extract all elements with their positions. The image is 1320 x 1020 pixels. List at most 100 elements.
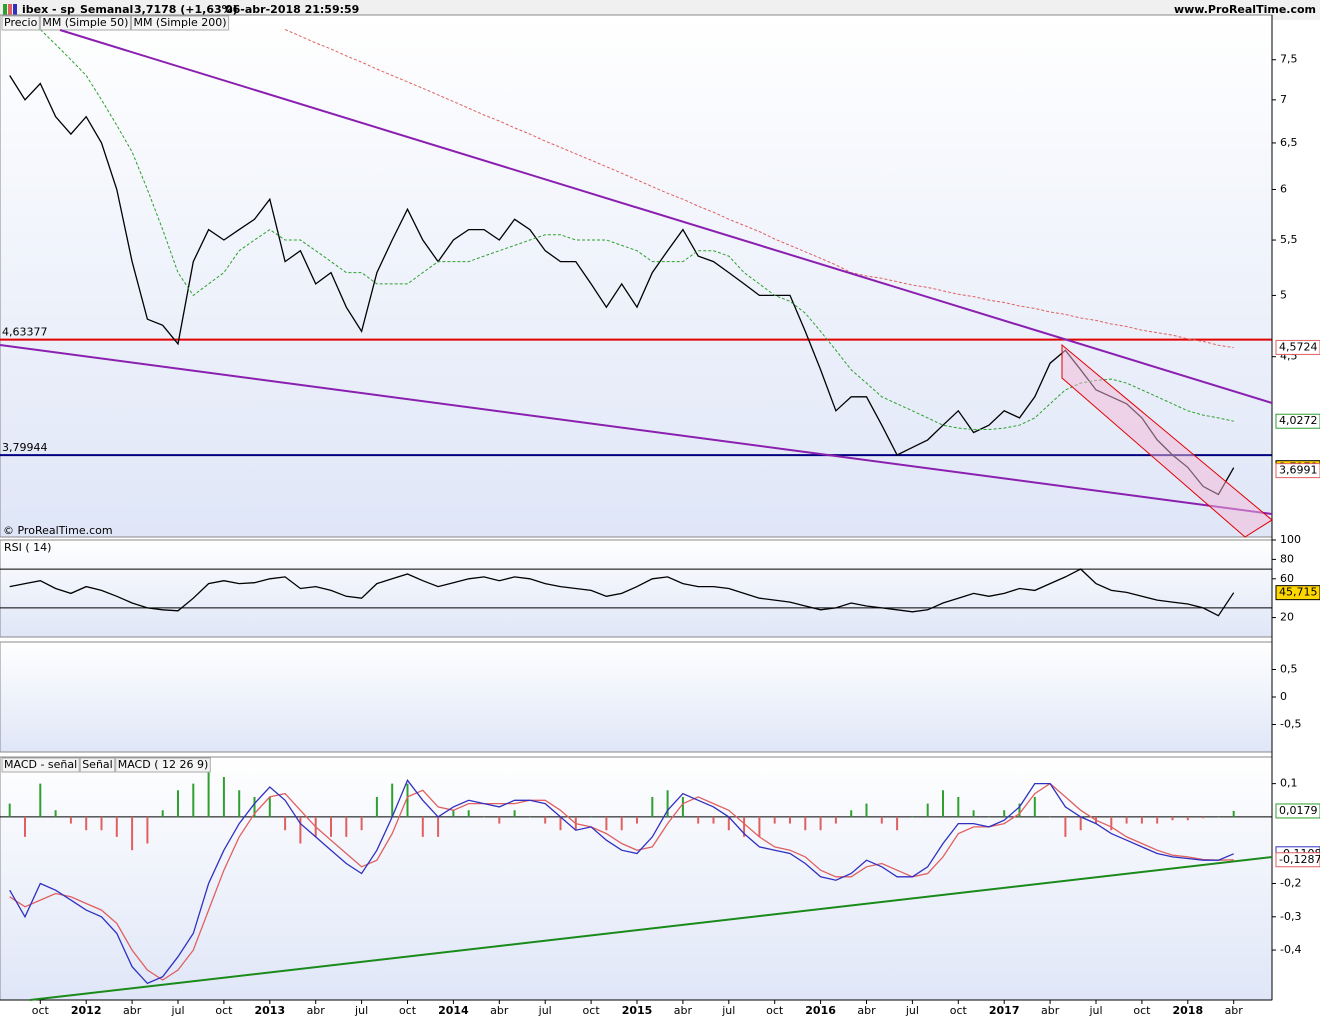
- x-tick-label: abr: [490, 1004, 509, 1017]
- histogram-bar: [1064, 816, 1067, 837]
- histogram-bar: [1156, 816, 1159, 824]
- histogram-bar: [467, 810, 470, 817]
- histogram-bar: [100, 816, 103, 831]
- histogram-bar: [513, 810, 516, 817]
- y-tick-label: 7: [1280, 93, 1287, 106]
- value-label-box: [1275, 852, 1320, 868]
- histogram-bar: [437, 816, 440, 837]
- series-line: [9, 568, 1235, 617]
- histogram-bar: [1171, 816, 1174, 821]
- histogram-bar: [54, 810, 57, 817]
- y-tick-label: -0,2: [1280, 876, 1301, 889]
- value-label: -0,1287: [1279, 853, 1320, 866]
- x-tick-label: oct: [583, 1004, 601, 1017]
- histogram-bar: [1217, 816, 1220, 818]
- legend-box: [1, 757, 80, 773]
- value-label: 4,0272: [1279, 414, 1318, 427]
- value-label-box: [1275, 803, 1320, 819]
- histogram-bar: [1110, 816, 1113, 831]
- histogram-bar: [69, 816, 72, 824]
- histogram-bar: [146, 816, 149, 844]
- y-tick-label: 80: [1280, 552, 1294, 565]
- y-tick-label: 7,5: [1280, 53, 1298, 66]
- copyright: © ProRealTime.com: [3, 524, 113, 537]
- y-tick-label: -0,3: [1280, 910, 1301, 923]
- series-line: [284, 29, 1234, 349]
- histogram-bar: [222, 776, 225, 817]
- x-tick-label: oct: [950, 1004, 968, 1017]
- legend-label: MM (Simple 200): [133, 16, 226, 29]
- panel-background: [0, 14, 1273, 538]
- x-tick-label: oct: [215, 1004, 233, 1017]
- histogram-bar: [590, 816, 593, 818]
- legend-label: MACD ( 12 26 9): [118, 758, 209, 771]
- histogram-bar: [804, 816, 807, 831]
- x-tick-label: abr: [307, 1004, 326, 1017]
- histogram-bar: [39, 783, 42, 817]
- x-tick-label: 2017: [989, 1004, 1020, 1017]
- histogram-bar: [850, 810, 853, 817]
- value-label: 45,715: [1279, 586, 1318, 599]
- histogram-bar: [207, 763, 210, 817]
- icon: [8, 4, 12, 16]
- histogram-bar: [115, 816, 118, 837]
- legend-box: [79, 757, 116, 773]
- x-tick-label: oct: [766, 1004, 784, 1017]
- histogram-bar: [161, 810, 164, 817]
- histogram-bar: [452, 810, 455, 817]
- x-tick-label: 2018: [1172, 1004, 1203, 1017]
- x-tick-label: abr: [123, 1004, 142, 1017]
- value-label: 3,6991: [1279, 464, 1318, 477]
- legend-label: Precio: [4, 16, 38, 29]
- histogram-bar: [819, 816, 822, 831]
- histogram-bar: [330, 816, 332, 837]
- site: www.ProRealTime.com: [1174, 3, 1316, 16]
- x-tick-label: abr: [674, 1004, 693, 1017]
- histogram-bar: [177, 790, 179, 817]
- x-tick-label: jul: [721, 1004, 735, 1017]
- histogram-bar: [972, 810, 975, 817]
- histogram-bar: [421, 816, 424, 837]
- y-tick-label: 20: [1280, 611, 1294, 624]
- x-tick-label: oct: [399, 1004, 417, 1017]
- series-line: [9, 779, 1234, 985]
- y-tick-label: -0,4: [1280, 943, 1301, 956]
- x-tick-label: oct: [1133, 1004, 1151, 1017]
- x-tick-label: 2014: [438, 1004, 469, 1017]
- histogram-bar: [299, 816, 302, 844]
- histogram-bar: [712, 816, 715, 824]
- legend-label: Señal: [82, 758, 113, 771]
- legend-label: MM (Simple 50): [42, 16, 128, 29]
- x-tick-label: 2013: [254, 1004, 285, 1017]
- value-label: 4,5724: [1279, 340, 1318, 353]
- x-tick-label: 2012: [71, 1004, 102, 1017]
- y-tick-label: 0: [1280, 690, 1287, 703]
- histogram-bar: [406, 783, 409, 817]
- date: 06-abr-2018 21:59:59: [225, 3, 359, 16]
- histogram-bar: [1232, 810, 1235, 817]
- channel: [1061, 343, 1273, 538]
- histogram-bar: [238, 790, 241, 817]
- histogram-bar: [8, 803, 11, 817]
- histogram-bar: [758, 816, 761, 837]
- value-label-box: [1275, 463, 1320, 479]
- legend-label: MACD - señal: [4, 758, 77, 771]
- histogram-bar: [1003, 810, 1006, 817]
- histogram-bar: [1079, 816, 1082, 831]
- trend-line: [59, 29, 1273, 404]
- y-tick-label: 5,5: [1280, 233, 1298, 246]
- x-tick-label: jul: [170, 1004, 184, 1017]
- histogram-bar: [926, 803, 929, 817]
- y-tick-label: 5: [1280, 288, 1287, 301]
- series-line: [39, 29, 1234, 430]
- histogram-bar: [666, 790, 669, 817]
- histogram-bar: [192, 783, 195, 817]
- x-tick-label: abr: [1041, 1004, 1060, 1017]
- histogram-bar: [942, 790, 944, 817]
- histogram-bar: [957, 796, 960, 817]
- histogram-bar: [1049, 816, 1052, 818]
- histogram-bar: [483, 816, 485, 818]
- horizontal-line-label: 3,79944: [2, 441, 48, 454]
- y-tick-label: 100: [1280, 533, 1301, 546]
- histogram-bar: [1018, 803, 1021, 817]
